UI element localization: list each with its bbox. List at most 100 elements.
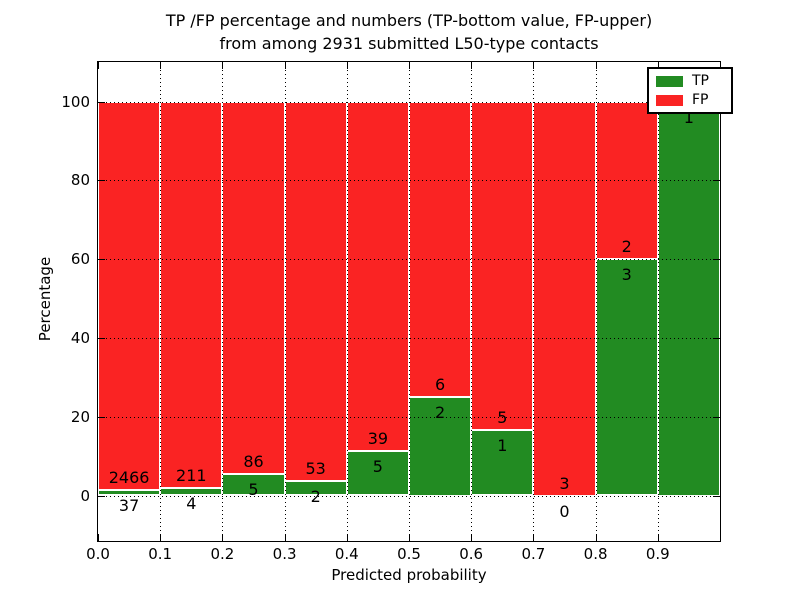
bar-fp-count-label: 211 (176, 466, 207, 486)
bar-tp-count-label: 5 (372, 456, 383, 476)
y-tick-label: 60 (70, 250, 90, 269)
legend-label-fp: FP (692, 92, 709, 108)
bar-tp-count-label: 1 (497, 435, 508, 455)
x-tick-mark (595, 62, 597, 69)
y-tick-mark (713, 495, 720, 497)
bar-fp-count-label: 3 (559, 473, 570, 493)
bar-fp-count-label: 2466 (108, 467, 150, 487)
x-tick-mark (284, 62, 286, 69)
bar-fp-segment (471, 101, 534, 430)
gridline-vertical (284, 62, 286, 541)
y-tick-label: 20 (70, 407, 90, 426)
x-tick-mark (595, 534, 597, 541)
bar-fp-count-label: 53 (305, 459, 326, 479)
x-tick-label: 0.5 (397, 545, 421, 563)
x-tick-mark (346, 62, 348, 69)
x-tick-mark (471, 62, 473, 69)
x-tick-label: 0.0 (86, 545, 110, 563)
x-tick-mark (657, 534, 659, 541)
x-tick-label: 0.7 (521, 545, 546, 563)
y-tick-mark (98, 495, 105, 497)
x-tick-label: 0.9 (645, 545, 670, 563)
x-tick-mark (284, 534, 286, 541)
y-tick-mark (713, 416, 720, 418)
bar-fp-count-label: 86 (243, 451, 264, 471)
x-tick-mark (160, 534, 162, 541)
bar-fp-segment (284, 101, 347, 482)
bar-fp-segment (409, 101, 472, 397)
bar-tp-segment (98, 489, 161, 496)
x-tick-mark (98, 62, 99, 69)
bar-fp-count-label: 39 (367, 428, 389, 448)
bar-tp-count-label: 4 (186, 494, 197, 514)
gridline-vertical (160, 62, 162, 541)
bar-tp-count-label: 2 (435, 403, 446, 422)
gridline-vertical (471, 62, 473, 541)
x-axis-label: Predicted probability (331, 566, 487, 584)
x-tick-mark (346, 534, 348, 541)
bar-fp-segment (160, 101, 223, 489)
x-tick-mark (409, 534, 410, 541)
y-tick-label: 100 (61, 92, 90, 111)
y-tick-mark (98, 180, 105, 182)
bar-tp-segment (471, 429, 534, 496)
y-tick-mark (98, 416, 105, 418)
x-tick-label: 0.4 (334, 545, 359, 563)
gridline-vertical (346, 62, 348, 541)
x-tick-mark (222, 62, 224, 69)
bar-tp-count-label: 37 (118, 495, 140, 515)
x-tick-mark (657, 62, 659, 69)
legend-swatch-tp (656, 75, 683, 87)
y-tick-mark (98, 101, 105, 103)
x-tick-mark (409, 62, 410, 69)
bar-fp-segment (98, 101, 161, 490)
x-tick-mark (98, 534, 99, 541)
legend: TP FP (647, 67, 733, 114)
x-tick-mark (533, 534, 535, 541)
bar-fp-segment (222, 101, 285, 474)
gridline-vertical (533, 62, 535, 541)
chart-title-line2: from among 2931 submitted L50-type conta… (219, 34, 599, 53)
x-tick-label: 0.3 (272, 545, 297, 563)
y-tick-mark (713, 259, 720, 261)
y-tick-label: 80 (70, 171, 90, 190)
legend-swatch-fp (656, 94, 683, 106)
bar-tp-count-label: 3 (621, 265, 632, 285)
plot-area: 24663721148655323956251302301 (97, 61, 721, 542)
x-tick-mark (533, 62, 535, 69)
y-tick-mark (98, 337, 105, 339)
bar-tp-count-label: 0 (559, 501, 570, 521)
bar-fp-count-label: 6 (435, 375, 446, 394)
y-tick-label: 40 (70, 328, 90, 347)
y-tick-label: 0 (80, 486, 90, 505)
x-tick-label: 0.6 (459, 545, 484, 563)
gridline-vertical (595, 62, 597, 541)
bar-fp-count-label: 5 (497, 407, 508, 427)
x-tick-mark (160, 62, 162, 69)
chart-title-line1: TP /FP percentage and numbers (TP-bottom… (165, 11, 653, 30)
x-tick-label: 0.1 (148, 545, 173, 563)
gridline-vertical (657, 62, 659, 541)
y-tick-mark (713, 180, 720, 182)
bar-fp-segment (346, 101, 409, 451)
bar-tp-segment (595, 259, 658, 496)
x-tick-label: 0.2 (210, 545, 235, 563)
y-tick-mark (98, 259, 105, 261)
gridline-vertical (409, 62, 410, 541)
x-tick-label: 0.8 (583, 545, 608, 563)
bar-tp-count-label: 2 (310, 487, 321, 507)
bar-tp-count-label: 5 (248, 479, 259, 499)
chart-title: TP /FP percentage and numbers (TP-bottom… (97, 9, 721, 55)
bar-tp-segment (409, 397, 472, 496)
x-tick-mark (222, 534, 224, 541)
bar-tp-segment (657, 101, 720, 496)
x-tick-mark (471, 534, 473, 541)
legend-entry-tp: TP (656, 73, 724, 89)
bar-fp-segment (533, 101, 596, 496)
gridline-vertical (222, 62, 224, 541)
legend-label-tp: TP (692, 73, 709, 89)
bar-tp-count-label: 1 (683, 107, 694, 127)
bar-fp-count-label: 2 (621, 237, 632, 257)
legend-entry-fp: FP (656, 92, 724, 108)
